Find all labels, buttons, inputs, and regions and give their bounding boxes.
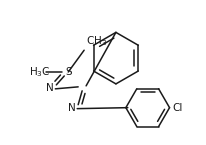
Text: N: N	[47, 83, 54, 93]
Text: H$_3$C: H$_3$C	[28, 65, 50, 79]
Text: Cl: Cl	[173, 103, 183, 113]
Text: N: N	[68, 103, 76, 113]
Text: S: S	[65, 67, 71, 77]
Text: CH$_3$: CH$_3$	[86, 34, 107, 48]
